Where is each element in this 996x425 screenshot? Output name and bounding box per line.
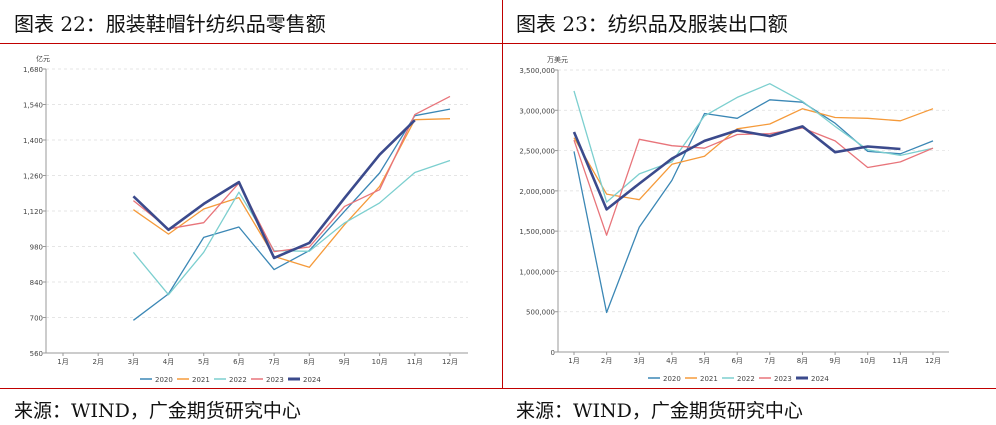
series-line-2020 [573, 99, 934, 314]
x-tick-label: 4月 [666, 357, 677, 365]
x-tick-label: 10月 [372, 358, 388, 366]
footer-divider [0, 388, 996, 389]
x-tick-label: 3月 [634, 357, 645, 365]
retail-sales-chart: 亿元 560 700 840 980 1,120 1,260 1,400 1,540 1,680 1… [23, 54, 468, 384]
x-tick-label: 8月 [304, 358, 315, 366]
x-tick-label: 12月 [442, 358, 458, 366]
y-tick-label: 3,000,000 [519, 107, 555, 115]
y-tick-label: 2,000,000 [519, 188, 555, 196]
y-tick-label: 840 [30, 279, 43, 287]
x-tick-label: 11月 [892, 357, 908, 365]
x-tick-label: 1月 [568, 357, 579, 365]
right-source: 来源：WIND，广金期货研究中心 [516, 400, 803, 422]
x-tick-label: 6月 [233, 358, 244, 366]
export-chart: 万美元 0 500,000 1,000,000 1,500,000 2,000,000 2,… [519, 55, 949, 383]
x-tick-label: 11月 [407, 358, 423, 366]
legend-label-2022: 2022 [229, 376, 247, 384]
y-tick-label: 1,260 [23, 173, 43, 181]
x-tick-label: 4月 [163, 358, 174, 366]
x-tick-label: 10月 [860, 357, 876, 365]
x-tick-label: 6月 [731, 357, 742, 365]
y-axis-unit: 万美元 [547, 55, 568, 64]
series-line-2022 [573, 83, 934, 203]
y-tick-label: 3,500,000 [519, 67, 555, 75]
x-tick-label: 9月 [829, 357, 840, 365]
x-tick-label: 2月 [92, 358, 103, 366]
series-line-2020 [133, 108, 451, 321]
legend-label-2023: 2023 [266, 376, 284, 384]
x-tick-label: 12月 [925, 357, 941, 365]
y-axis-unit: 亿元 [36, 54, 50, 63]
y-tick-label: 1,540 [23, 102, 43, 110]
legend-label-2021: 2021 [700, 375, 718, 383]
x-tick-label: 7月 [764, 357, 775, 365]
y-tick-label: 560 [30, 350, 43, 358]
x-tick-label: 9月 [339, 358, 350, 366]
y-tick-label: 1,400 [23, 137, 43, 145]
y-tick-label: 1,500,000 [519, 228, 555, 236]
x-tick-label: 5月 [198, 358, 209, 366]
y-tick-label: 1,680 [23, 66, 43, 74]
left-chart-title: 图表 22：服装鞋帽针纺织品零售额 [14, 12, 326, 36]
x-tick-label: 5月 [699, 357, 710, 365]
y-tick-label: 1,120 [23, 208, 43, 216]
column-divider [502, 0, 503, 388]
x-tick-label: 2月 [601, 357, 612, 365]
series-line-2024 [132, 119, 416, 260]
x-tick-label: 1月 [57, 358, 68, 366]
x-tick-label: 7月 [268, 358, 279, 366]
legend-label-2020: 2020 [155, 376, 173, 384]
x-tick-label: 8月 [797, 357, 808, 365]
legend-label-2024: 2024 [303, 376, 321, 384]
legend-label-2024: 2024 [811, 375, 829, 383]
right-chart-title: 图表 23：纺织品及服装出口额 [516, 12, 788, 36]
legend-label-2021: 2021 [192, 376, 210, 384]
y-tick-label: 700 [30, 315, 43, 323]
series-line-2021 [573, 108, 934, 201]
legend-label-2020: 2020 [663, 375, 681, 383]
y-tick-label: 500,000 [526, 309, 555, 317]
legend-label-2023: 2023 [774, 375, 792, 383]
y-tick-label: 1,000,000 [519, 268, 555, 276]
y-tick-label: 0 [551, 349, 555, 357]
header-divider [0, 43, 996, 44]
series-line-2024 [572, 125, 901, 211]
series-line-2023 [132, 95, 451, 253]
y-tick-label: 980 [30, 244, 43, 252]
legend-label-2022: 2022 [737, 375, 755, 383]
x-tick-label: 3月 [128, 358, 139, 366]
series-line-2023 [573, 127, 934, 236]
y-tick-label: 2,500,000 [519, 148, 555, 156]
left-source: 来源：WIND，广金期货研究中心 [14, 400, 301, 422]
